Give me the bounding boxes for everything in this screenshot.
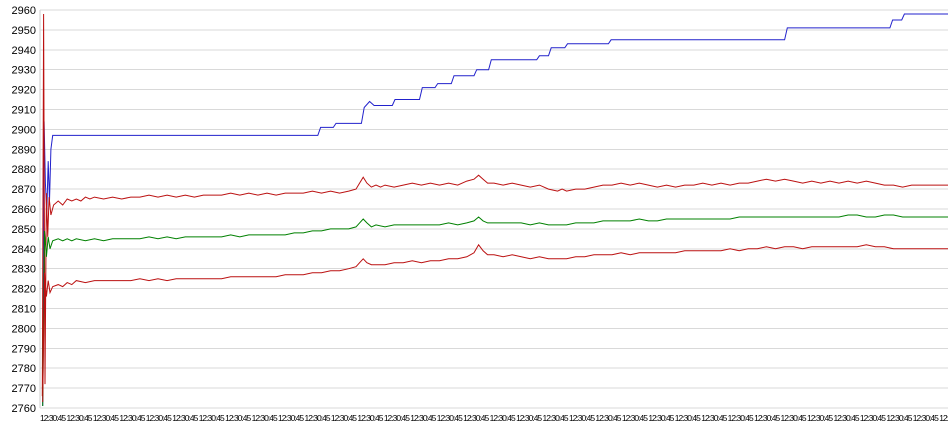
y-tick-label: 2950 bbox=[12, 25, 36, 37]
y-tick-label: 2820 bbox=[12, 284, 36, 296]
green-middle-line bbox=[42, 214, 948, 407]
y-tick-label: 2760 bbox=[12, 403, 36, 415]
y-tick-label: 2780 bbox=[12, 363, 36, 375]
blue-stepped-line bbox=[42, 13, 948, 407]
y-tick-label: 2840 bbox=[12, 244, 36, 256]
y-tick-label: 2910 bbox=[12, 105, 36, 117]
y-tick-label: 2790 bbox=[12, 343, 36, 355]
y-tick-label: 2850 bbox=[12, 224, 36, 236]
y-tick-label: 2930 bbox=[12, 65, 36, 77]
y-tick-label: 2810 bbox=[12, 304, 36, 316]
y-tick-label: 2940 bbox=[12, 45, 36, 57]
red-upper-line bbox=[41, 13, 948, 397]
y-tick-label: 2770 bbox=[12, 383, 36, 395]
y-tick-label: 2960 bbox=[12, 5, 36, 17]
y-tick-label: 2920 bbox=[12, 85, 36, 97]
y-tick-label: 2800 bbox=[12, 323, 36, 335]
y-tick-label: 2870 bbox=[12, 184, 36, 196]
series-lines bbox=[41, 13, 948, 407]
gridlines bbox=[39, 9, 948, 409]
y-axis-labels: 2960 2950 2940 2930 2920 2910 2900 2890 2880 2870… bbox=[12, 5, 36, 415]
y-tick-label: 2830 bbox=[12, 264, 36, 276]
y-tick-label: 2890 bbox=[12, 144, 36, 156]
y-tick-label: 2880 bbox=[12, 164, 36, 176]
y-tick-label: 2860 bbox=[12, 204, 36, 216]
y-tick-label: 2900 bbox=[12, 124, 36, 136]
red-lower-line bbox=[42, 243, 948, 403]
x-axis-labels: 12:30:45 12:30:45 12:30:45 12:30:45 12:3… bbox=[40, 413, 948, 423]
